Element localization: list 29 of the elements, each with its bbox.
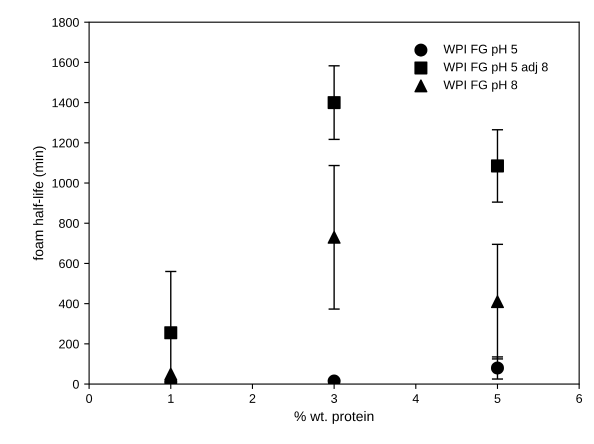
y-tick-label: 1600 xyxy=(52,58,79,68)
x-tick-label: 4 xyxy=(412,394,419,403)
y-tick-label: 400 xyxy=(58,299,79,308)
point xyxy=(328,96,341,110)
x-tick-label: 6 xyxy=(576,394,582,403)
point xyxy=(164,368,178,381)
point xyxy=(490,361,504,374)
y-tick-label: 1000 xyxy=(52,178,79,188)
legend-label: WPI FG pH 8 xyxy=(443,80,518,92)
y-tick-label: 1200 xyxy=(52,138,79,148)
point xyxy=(328,230,341,244)
y-tick-label: 0 xyxy=(72,380,79,389)
y-tick-label: 600 xyxy=(59,259,79,268)
point xyxy=(490,295,504,308)
x-tick-label: 1 xyxy=(168,394,174,403)
y-tick-label: 1800 xyxy=(52,18,79,27)
legend-label: WPI FG pH 5 xyxy=(443,44,518,56)
x-tick-label: 5 xyxy=(494,394,500,403)
y-axis-title: foam half-life (min) xyxy=(33,146,46,260)
y-tick-label: 200 xyxy=(59,340,79,349)
point xyxy=(164,326,178,340)
point xyxy=(490,159,504,172)
x-tick-label: 2 xyxy=(250,394,256,403)
y-tick-label: 1400 xyxy=(52,98,79,108)
x-tick-label: 3 xyxy=(331,394,338,403)
x-tick-label: 0 xyxy=(86,394,92,403)
legend-label: WPI FG pH 5 adj 8 xyxy=(443,62,548,74)
y-tick-label: 800 xyxy=(59,219,79,228)
x-axis-title: % wt. protein xyxy=(294,410,374,424)
